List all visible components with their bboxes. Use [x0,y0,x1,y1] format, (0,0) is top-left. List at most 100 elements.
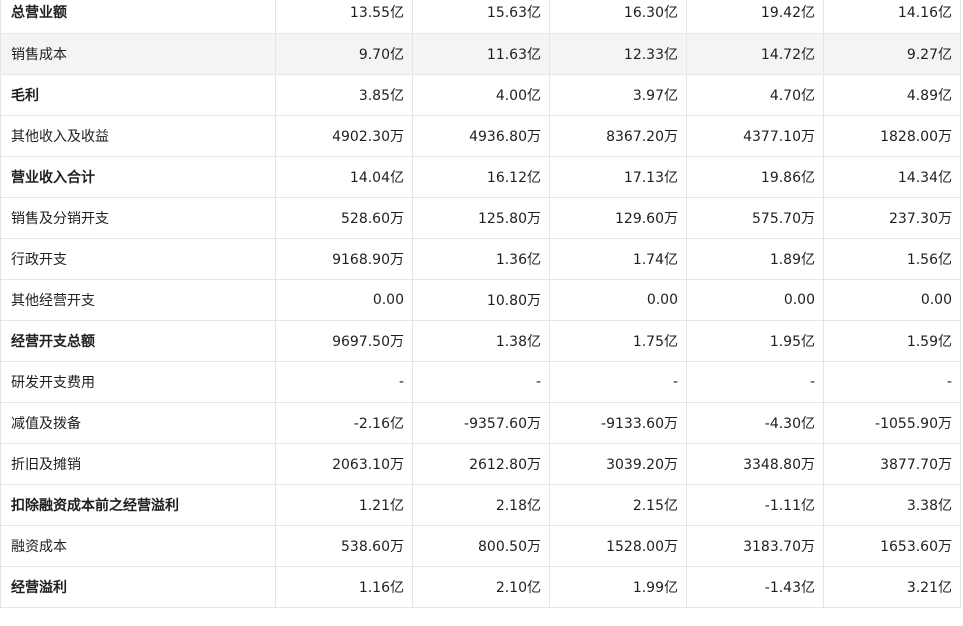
cell-value: 4902.30万 [275,115,413,157]
cell-value: 1.59亿 [823,320,961,362]
cell-value: 0.00 [823,279,961,321]
income-statement-table: 总营业额 13.55亿 15.63亿 16.30亿 19.42亿 14.16亿 … [0,0,961,608]
cell-value: 10.80万 [412,279,550,321]
cell-value: 129.60万 [549,197,687,239]
cell-value: 800.50万 [412,525,550,567]
cell-value: -1.11亿 [686,484,824,526]
row-label: 折旧及摊销 [0,443,276,485]
cell-value: 3.21亿 [823,566,961,608]
table-row: 扣除融资成本前之经营溢利 1.21亿 2.18亿 2.15亿 -1.11亿 3.… [0,484,961,526]
cell-value: 3039.20万 [549,443,687,485]
cell-value: 575.70万 [686,197,824,239]
cell-value: 3.85亿 [275,74,413,116]
cell-value: 4.70亿 [686,74,824,116]
table-row: 融资成本 538.60万 800.50万 1528.00万 3183.70万 1… [0,525,961,567]
cell-value: 1528.00万 [549,525,687,567]
cell-value: 237.30万 [823,197,961,239]
row-label: 减值及拨备 [0,402,276,444]
cell-value: 15.63亿 [412,0,550,34]
cell-value: 14.16亿 [823,0,961,34]
cell-value: 1.89亿 [686,238,824,280]
cell-value: 1.21亿 [275,484,413,526]
cell-value: 3.38亿 [823,484,961,526]
table-row: 减值及拨备 -2.16亿 -9357.60万 -9133.60万 -4.30亿 … [0,402,961,444]
table-row: 营业收入合计 14.04亿 16.12亿 17.13亿 19.86亿 14.34… [0,156,961,198]
row-label: 经营溢利 [0,566,276,608]
cell-value: -9133.60万 [549,402,687,444]
table-row: 销售成本 9.70亿 11.63亿 12.33亿 14.72亿 9.27亿 [0,33,961,75]
cell-value: 3.97亿 [549,74,687,116]
cell-value: - [275,361,413,403]
cell-value: 14.04亿 [275,156,413,198]
cell-value: - [412,361,550,403]
cell-value: 4.00亿 [412,74,550,116]
table-row: 折旧及摊销 2063.10万 2612.80万 3039.20万 3348.80… [0,443,961,485]
cell-value: 19.86亿 [686,156,824,198]
row-label: 销售及分销开支 [0,197,276,239]
row-label: 融资成本 [0,525,276,567]
cell-value: 2.18亿 [412,484,550,526]
cell-value: 0.00 [686,279,824,321]
table-row: 行政开支 9168.90万 1.36亿 1.74亿 1.89亿 1.56亿 [0,238,961,280]
table-row: 其他收入及收益 4902.30万 4936.80万 8367.20万 4377.… [0,115,961,157]
cell-value: 1.56亿 [823,238,961,280]
cell-value: 9.27亿 [823,33,961,75]
cell-value: 16.30亿 [549,0,687,34]
cell-value: 0.00 [275,279,413,321]
cell-value: 1.16亿 [275,566,413,608]
cell-value: 2612.80万 [412,443,550,485]
table-row: 经营溢利 1.16亿 2.10亿 1.99亿 -1.43亿 3.21亿 [0,566,961,608]
cell-value: 19.42亿 [686,0,824,34]
table-row: 总营业额 13.55亿 15.63亿 16.30亿 19.42亿 14.16亿 [0,0,961,34]
cell-value: 8367.20万 [549,115,687,157]
cell-value: 1828.00万 [823,115,961,157]
cell-value: 528.60万 [275,197,413,239]
row-label: 扣除融资成本前之经营溢利 [0,484,276,526]
cell-value: 4.89亿 [823,74,961,116]
row-label: 营业收入合计 [0,156,276,198]
cell-value: 1.95亿 [686,320,824,362]
table-row: 毛利 3.85亿 4.00亿 3.97亿 4.70亿 4.89亿 [0,74,961,116]
cell-value: 12.33亿 [549,33,687,75]
row-label: 行政开支 [0,238,276,280]
row-label: 其他收入及收益 [0,115,276,157]
cell-value: 1.99亿 [549,566,687,608]
table-body: 总营业额 13.55亿 15.63亿 16.30亿 19.42亿 14.16亿 … [0,0,961,608]
cell-value: -9357.60万 [412,402,550,444]
cell-value: 14.34亿 [823,156,961,198]
cell-value: 1.75亿 [549,320,687,362]
cell-value: 1653.60万 [823,525,961,567]
cell-value: -4.30亿 [686,402,824,444]
cell-value: 1.38亿 [412,320,550,362]
cell-value: 1.36亿 [412,238,550,280]
cell-value: 11.63亿 [412,33,550,75]
cell-value: 4377.10万 [686,115,824,157]
table-row: 销售及分销开支 528.60万 125.80万 129.60万 575.70万 … [0,197,961,239]
cell-value: - [549,361,687,403]
row-label: 毛利 [0,74,276,116]
cell-value: -1055.90万 [823,402,961,444]
cell-value: 3877.70万 [823,443,961,485]
cell-value: -1.43亿 [686,566,824,608]
table-row: 其他经营开支 0.00 10.80万 0.00 0.00 0.00 [0,279,961,321]
row-label: 其他经营开支 [0,279,276,321]
row-label: 经营开支总额 [0,320,276,362]
cell-value: 9697.50万 [275,320,413,362]
cell-value: 9168.90万 [275,238,413,280]
row-label: 总营业额 [0,0,276,34]
cell-value: 13.55亿 [275,0,413,34]
row-label: 研发开支费用 [0,361,276,403]
cell-value: - [686,361,824,403]
table-row: 经营开支总额 9697.50万 1.38亿 1.75亿 1.95亿 1.59亿 [0,320,961,362]
row-label: 销售成本 [0,33,276,75]
table-row: 研发开支费用 - - - - - [0,361,961,403]
cell-value: 16.12亿 [412,156,550,198]
cell-value: 0.00 [549,279,687,321]
cell-value: 17.13亿 [549,156,687,198]
cell-value: 2.10亿 [412,566,550,608]
cell-value: 14.72亿 [686,33,824,75]
cell-value: 9.70亿 [275,33,413,75]
cell-value: 2063.10万 [275,443,413,485]
cell-value: 538.60万 [275,525,413,567]
cell-value: 3348.80万 [686,443,824,485]
